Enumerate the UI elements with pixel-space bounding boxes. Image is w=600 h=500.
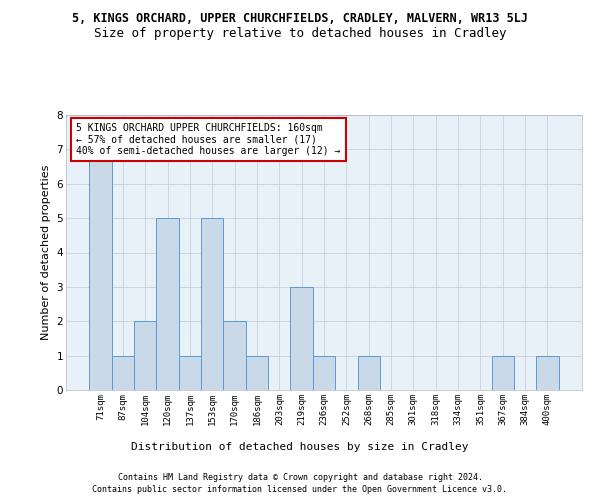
Bar (491, 356, 514, 390)
Text: Contains HM Land Registry data © Crown copyright and database right 2024.: Contains HM Land Registry data © Crown c… (118, 472, 482, 482)
Bar (89, 150, 112, 390)
Bar (290, 287, 313, 390)
Bar (223, 322, 246, 390)
Text: 5, KINGS ORCHARD, UPPER CHURCHFIELDS, CRADLEY, MALVERN, WR13 5LJ: 5, KINGS ORCHARD, UPPER CHURCHFIELDS, CR… (72, 12, 528, 26)
Bar (134, 322, 157, 390)
Bar (246, 356, 268, 390)
Bar (112, 356, 134, 390)
Y-axis label: Number of detached properties: Number of detached properties (41, 165, 51, 340)
Text: 5 KINGS ORCHARD UPPER CHURCHFIELDS: 160sqm
← 57% of detached houses are smaller : 5 KINGS ORCHARD UPPER CHURCHFIELDS: 160s… (76, 123, 341, 156)
Text: Size of property relative to detached houses in Cradley: Size of property relative to detached ho… (94, 28, 506, 40)
Bar (358, 356, 380, 390)
Bar (313, 356, 335, 390)
Bar (536, 356, 559, 390)
Text: Distribution of detached houses by size in Cradley: Distribution of detached houses by size … (131, 442, 469, 452)
Bar (179, 356, 201, 390)
Bar (157, 218, 179, 390)
Text: Contains public sector information licensed under the Open Government Licence v3: Contains public sector information licen… (92, 485, 508, 494)
Bar (201, 218, 223, 390)
